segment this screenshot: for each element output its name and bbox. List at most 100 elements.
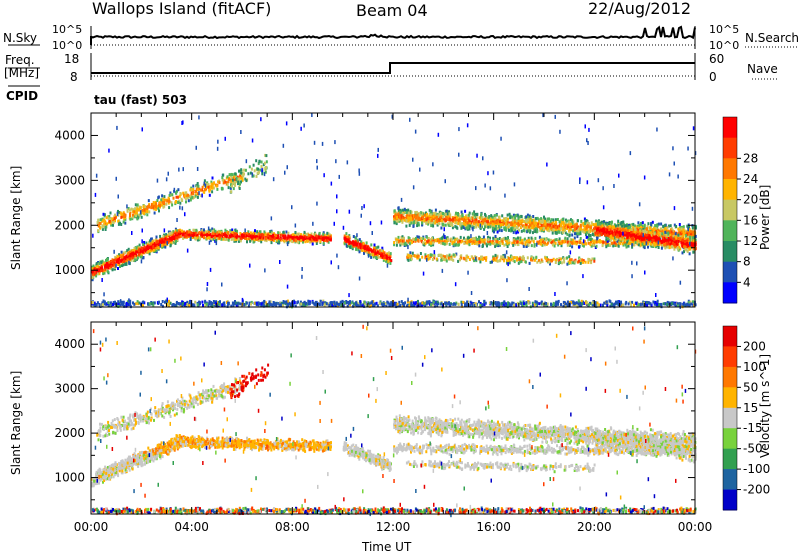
echo-cell	[569, 238, 572, 242]
echo-cell	[543, 223, 546, 227]
echo-cell	[646, 239, 649, 242]
echo-cell	[410, 210, 413, 214]
echo-cell	[613, 228, 616, 232]
echo-cell	[370, 255, 373, 259]
echo-cell	[142, 256, 145, 260]
echo-cell	[374, 251, 377, 255]
echo-cell	[639, 232, 642, 236]
echo-cell	[185, 193, 188, 197]
echo-cell	[586, 221, 589, 225]
echo-cell	[192, 184, 195, 188]
echo-cell	[414, 213, 416, 217]
echo-cell	[298, 241, 301, 245]
echo-cell	[287, 234, 290, 238]
echo-cell	[265, 239, 268, 243]
echo-cell	[368, 253, 371, 257]
echo-cell	[126, 208, 129, 212]
echo-cell	[120, 223, 123, 226]
echo-cell	[145, 241, 148, 245]
echo-cell	[230, 179, 233, 183]
echo-cell	[108, 263, 111, 267]
echo-cell	[194, 194, 197, 198]
echo-cell	[238, 169, 241, 173]
echo-cell	[562, 227, 565, 231]
echo-cell	[477, 223, 480, 227]
echo-cell	[496, 222, 499, 226]
echo-cell	[358, 250, 361, 254]
echo-cell	[517, 214, 520, 218]
echo-cell	[455, 217, 458, 221]
echo-cell	[235, 237, 238, 241]
echo-cell	[527, 215, 529, 219]
echo-cell	[348, 237, 351, 241]
echo-cell	[405, 219, 408, 223]
echo-cell	[97, 270, 100, 274]
echo-cell	[221, 232, 224, 236]
echo-cell	[127, 251, 130, 255]
echo-cell	[643, 235, 646, 238]
echo-cell	[252, 235, 255, 239]
echo-cell	[489, 242, 492, 246]
echo-cell	[141, 249, 144, 253]
echo-cell	[583, 228, 586, 231]
echo-cell	[270, 241, 273, 245]
echo-cell	[481, 243, 484, 247]
echo-cell	[680, 232, 683, 236]
echo-cell	[150, 242, 153, 246]
echo-cell	[440, 214, 443, 218]
echo-cell	[318, 231, 321, 235]
echo-cell	[105, 258, 107, 262]
echo-cell	[512, 213, 515, 217]
echo-cell	[197, 192, 199, 196]
echo-cell	[573, 228, 576, 232]
echo-cell	[214, 229, 217, 233]
echo-cell	[185, 234, 188, 238]
echo-cell	[123, 212, 126, 216]
echo-cell	[138, 243, 141, 247]
echo-cell	[465, 216, 468, 220]
echo-cell	[448, 210, 450, 214]
echo-cell	[469, 222, 472, 226]
echo-cell	[601, 242, 604, 246]
echo-cell	[270, 231, 273, 235]
echo-cell	[403, 211, 406, 215]
echo-cell	[429, 210, 432, 214]
echo-cell	[545, 238, 547, 242]
echo-cell	[501, 242, 504, 245]
echo-cell	[499, 243, 501, 247]
echo-cell	[136, 207, 139, 211]
echo-cell	[146, 244, 149, 248]
echo-cell	[432, 224, 435, 228]
echo-cell	[523, 220, 526, 223]
echo-cell	[519, 238, 522, 242]
echo-cell	[137, 250, 140, 254]
echo-cell	[552, 218, 555, 222]
echo-cell	[173, 237, 176, 240]
echo-cell	[224, 238, 227, 241]
echo-cell	[155, 202, 158, 206]
echo-cell	[589, 228, 592, 232]
echo-cell	[599, 222, 602, 226]
echo-cell	[172, 237, 175, 240]
echo-cell	[248, 237, 251, 241]
echo-cell	[443, 242, 446, 246]
echo-cell	[230, 233, 233, 237]
echo-cell	[627, 241, 630, 245]
echo-cell	[399, 208, 402, 212]
echo-cell	[265, 160, 268, 164]
echo-cell	[653, 243, 656, 247]
echo-cell	[528, 238, 531, 242]
echo-cell	[556, 218, 559, 221]
echo-cell	[416, 238, 419, 242]
echo-cell	[517, 217, 520, 221]
echo-cell	[185, 191, 188, 195]
echo-cell	[407, 211, 410, 215]
echo-cell	[385, 254, 388, 258]
echo-cell	[128, 256, 131, 260]
echo-cell	[410, 239, 413, 243]
echo-cell	[539, 242, 542, 246]
echo-cell	[571, 245, 574, 249]
echo-cell	[423, 218, 426, 222]
echo-cell	[490, 221, 493, 225]
